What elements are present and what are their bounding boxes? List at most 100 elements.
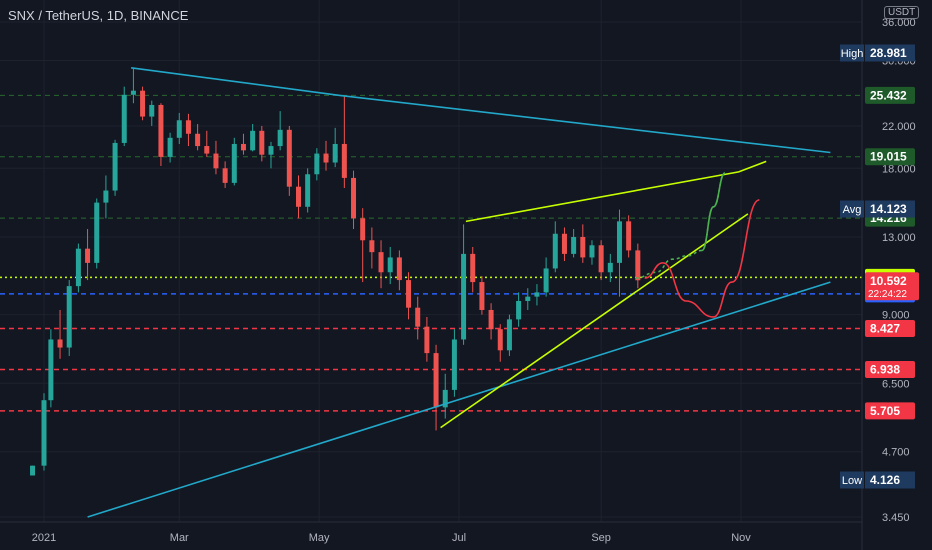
candle-body [415, 307, 421, 327]
candle-body [305, 174, 311, 207]
price-line-label: 8.427 [870, 321, 900, 335]
candle-body [626, 221, 632, 251]
symbol-title: SNX / TetherUS, 1D, BINANCE [8, 8, 189, 23]
candle-body [580, 236, 586, 258]
candle-body [277, 129, 283, 147]
candle-body [616, 221, 622, 263]
candle-body [598, 245, 604, 273]
price-line-label: 5.705 [870, 404, 900, 418]
currency-badge[interactable]: USDT [884, 6, 920, 19]
candle-body [525, 296, 531, 301]
candle-body [176, 120, 182, 138]
high-label-value-bg [865, 44, 915, 62]
candle-body [369, 240, 375, 253]
price-line-label-bg [865, 402, 915, 420]
candle-body [268, 146, 274, 155]
projection-path[interactable] [701, 172, 726, 252]
candle-body [387, 257, 393, 273]
price-axis[interactable]: 3.4504.7006.5009.00013.00018.00022.00030… [840, 0, 932, 550]
projections[interactable] [635, 172, 760, 318]
low-label-name: Low [842, 475, 862, 487]
candle-body [41, 400, 47, 466]
avg-label-value: 14.123 [870, 202, 907, 216]
candle-body [378, 252, 384, 273]
price-tick-label: 9.000 [882, 310, 910, 322]
candle-body [314, 153, 320, 175]
candle-body [158, 104, 164, 157]
candle-body [94, 202, 100, 263]
avg-label-value-bg [865, 200, 915, 218]
candle-body [140, 90, 146, 117]
candle-body [635, 250, 641, 281]
candle-body [85, 248, 91, 263]
candle-body [48, 339, 54, 401]
candle-body [121, 94, 127, 143]
candle-body [286, 129, 292, 187]
price-tick-label: 13.000 [882, 232, 916, 244]
price-tick-label: 18.000 [882, 163, 916, 175]
candle-body [75, 248, 81, 287]
candle-body [479, 282, 485, 310]
trendline[interactable] [87, 281, 831, 518]
candle-body [396, 257, 402, 281]
candle-body [534, 292, 540, 297]
price-lines [0, 94, 862, 412]
trendline[interactable] [465, 160, 767, 223]
low-label-value-bg [865, 471, 915, 489]
candles [30, 68, 641, 476]
candle-body [488, 309, 494, 330]
time-tick-label: Mar [170, 532, 189, 544]
projection-path[interactable] [644, 199, 760, 318]
low-label-name-bg [840, 471, 864, 489]
candle-body [204, 146, 210, 154]
trendline[interactable] [130, 67, 831, 154]
price-tick-label: 36.000 [882, 17, 916, 29]
high-label-name-bg [840, 44, 864, 62]
candle-body [240, 143, 246, 151]
price-line-label-bg [865, 148, 915, 166]
candle-body [250, 130, 256, 151]
time-tick-label: Nov [731, 532, 751, 544]
candle-body [561, 233, 567, 254]
candle-body [589, 245, 595, 258]
time-tick-label: 2021 [32, 532, 56, 544]
candle-body [433, 353, 439, 408]
candle-body [571, 236, 577, 254]
countdown-label: 22:24:22 [868, 289, 907, 300]
candle-body [30, 465, 36, 476]
trendlines[interactable] [87, 67, 831, 518]
price-line-label: 25.432 [870, 88, 907, 102]
candle-body [295, 186, 301, 207]
candle-body [195, 133, 201, 147]
candle-body [167, 137, 173, 157]
price-line-label-bg [865, 86, 915, 104]
price-line-label-bg [865, 361, 915, 379]
candle-body [112, 142, 118, 191]
candle-body [461, 253, 467, 340]
candle-body [341, 143, 347, 178]
candle-body [607, 262, 613, 273]
candle-body [332, 143, 338, 163]
last-price-bg [865, 272, 919, 301]
candle-body [222, 168, 228, 183]
time-tick-label: Sep [591, 532, 611, 544]
candle-body [103, 190, 109, 203]
high-label-name: High [841, 48, 864, 60]
price-tick-label: 22.000 [882, 121, 916, 133]
trendline[interactable] [440, 213, 749, 429]
candle-body [66, 286, 72, 348]
candle-body [497, 329, 503, 351]
candle-body [323, 153, 329, 163]
candle-body [213, 153, 219, 169]
price-line-label: 6.938 [870, 363, 900, 377]
candle-body [543, 268, 549, 293]
price-tick-label: 3.450 [882, 512, 910, 524]
low-label-value: 4.126 [870, 473, 900, 487]
candle-body [149, 104, 155, 117]
time-axis[interactable]: 2021 Mar May Jul Sep Nov [0, 521, 862, 544]
candle-body [130, 90, 136, 95]
price-line-label: 19.015 [870, 150, 907, 164]
candle-body [57, 339, 63, 348]
avg-label-name-bg [840, 200, 864, 218]
